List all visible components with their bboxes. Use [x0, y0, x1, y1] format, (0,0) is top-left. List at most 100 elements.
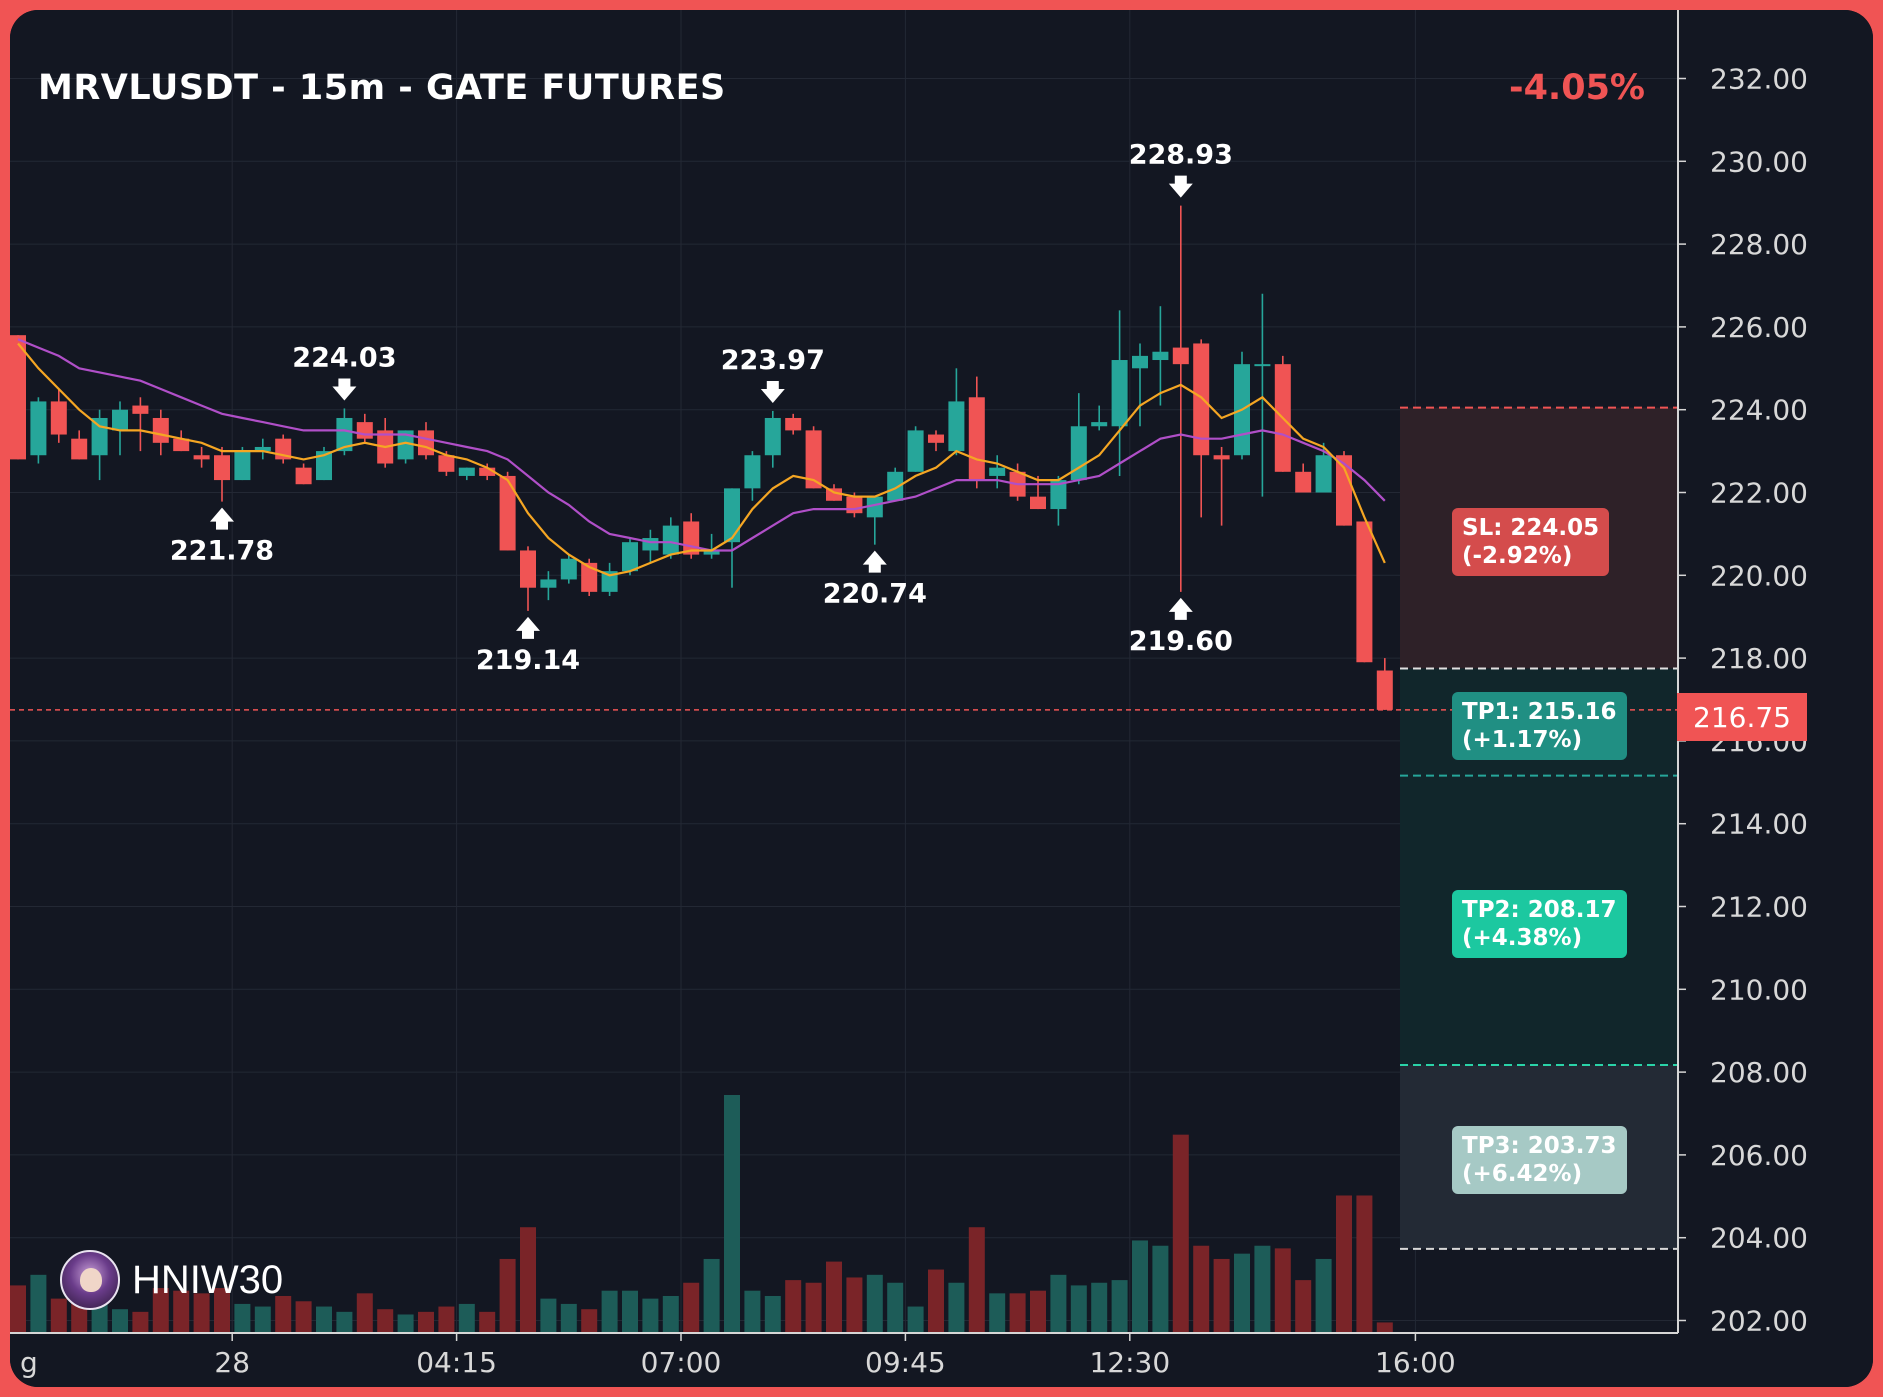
- x-tick-label: 28: [214, 1346, 250, 1379]
- volume-bar: [479, 1311, 496, 1333]
- candle-body: [295, 467, 312, 485]
- volume-bar: [805, 1282, 822, 1333]
- volume-bar: [418, 1311, 434, 1333]
- candle-body: [479, 467, 496, 476]
- candle-body: [662, 525, 679, 555]
- candle-body: [1132, 355, 1148, 369]
- candle-body: [601, 571, 618, 592]
- volume-bar: [1132, 1240, 1148, 1333]
- volume-bar: [1091, 1282, 1108, 1333]
- candle-body: [91, 417, 108, 456]
- high-label: 228.93: [1129, 140, 1233, 171]
- candle-body: [744, 455, 761, 489]
- take-profit-2-label: TP2: 208.17 (+4.38%): [1452, 890, 1627, 958]
- chart-frame: 224.03 221.78 223.97 219.14 220.74 228.93 219.…: [10, 10, 1873, 1387]
- candle-body: [234, 451, 251, 481]
- volume-bar: [1234, 1253, 1250, 1333]
- candle-body: [1091, 422, 1108, 427]
- y-tick-label: 206.00: [1710, 1139, 1808, 1172]
- x-tick-label: 09:45: [865, 1346, 946, 1379]
- volume-bar: [356, 1293, 373, 1333]
- chart-title: MRVLUSDT - 15m - GATE FUTURES: [38, 68, 726, 108]
- ema-fast-line: [17, 342, 1386, 577]
- volume-bar: [316, 1306, 332, 1333]
- candle-body: [1030, 496, 1046, 510]
- candle-body: [1376, 670, 1393, 710]
- candle-body: [397, 430, 414, 460]
- volume-bar: [336, 1311, 353, 1333]
- down-arrow-icon: [332, 378, 357, 401]
- candle-body: [214, 455, 230, 481]
- x-tick-label: 07:00: [641, 1346, 722, 1379]
- y-tick-label: 228.00: [1710, 228, 1808, 261]
- candle-body: [540, 579, 557, 588]
- watermark: HNIW30: [60, 1248, 283, 1312]
- candle-body: [132, 405, 149, 414]
- y-tick-label: 224.00: [1710, 394, 1808, 427]
- volume-bar: [989, 1293, 1006, 1333]
- volume-bar: [683, 1282, 700, 1333]
- volume-bar: [132, 1311, 149, 1333]
- y-tick-label: 220.00: [1710, 559, 1808, 592]
- volume-bar: [234, 1303, 251, 1333]
- candle-body: [1050, 480, 1067, 510]
- volume-bar: [397, 1314, 414, 1333]
- candle-body: [846, 496, 863, 514]
- take-profit-3-label: TP3: 203.73 (+6.42%): [1452, 1126, 1627, 1194]
- candle-body: [458, 467, 475, 476]
- candle-body: [581, 562, 598, 592]
- x-tick-label: 16:00: [1375, 1346, 1456, 1379]
- volume-bar: [744, 1290, 761, 1333]
- candle-body: [887, 471, 904, 501]
- volume-bar: [152, 1288, 169, 1333]
- volume-bar: [458, 1303, 475, 1333]
- candle-body: [1213, 455, 1230, 460]
- volume-bar: [1050, 1274, 1067, 1333]
- up-arrow-icon: [516, 616, 540, 639]
- volume-bar: [785, 1280, 802, 1333]
- low-label: 219.14: [476, 645, 580, 676]
- price-change: -4.05%: [1509, 68, 1645, 108]
- volume-bar: [1193, 1245, 1210, 1333]
- volume-bar: [1254, 1245, 1271, 1333]
- volume-bar: [581, 1309, 598, 1333]
- volume-bar: [540, 1298, 557, 1333]
- volume-bar: [724, 1095, 740, 1333]
- down-arrow-icon: [760, 380, 785, 403]
- candle-body: [520, 550, 536, 588]
- volume-bar: [520, 1227, 536, 1333]
- y-tick-label: 208.00: [1710, 1056, 1808, 1089]
- high-label: 223.97: [721, 345, 825, 376]
- candle-body: [336, 417, 353, 452]
- volume-bar: [622, 1290, 638, 1333]
- candle-body: [173, 438, 190, 452]
- volume-bar: [703, 1258, 720, 1333]
- candle-body: [1070, 426, 1087, 481]
- candle-body: [1356, 521, 1373, 663]
- volume-bar: [887, 1282, 904, 1333]
- volume-bar: [377, 1309, 394, 1333]
- candle-body: [560, 558, 577, 580]
- candle-body: [1295, 471, 1312, 493]
- volume-bar: [968, 1227, 985, 1333]
- candle-body: [50, 401, 67, 435]
- volume-bar: [907, 1306, 924, 1333]
- volume-bar: [1152, 1245, 1169, 1333]
- avatar-icon: [60, 1250, 120, 1310]
- volume-bar: [560, 1303, 577, 1333]
- volume-bar: [1315, 1258, 1332, 1333]
- candle-body: [1336, 455, 1352, 526]
- volume-bar: [10, 1285, 26, 1333]
- volume-bar: [866, 1274, 883, 1333]
- volume-bar: [642, 1298, 659, 1333]
- candle-body: [1254, 364, 1271, 367]
- y-tick-label: 204.00: [1710, 1222, 1808, 1255]
- volume-bar: [1274, 1248, 1291, 1333]
- low-label: 221.78: [170, 536, 274, 567]
- y-tick-label: 210.00: [1710, 973, 1808, 1006]
- candle-body: [1152, 351, 1169, 361]
- take-profit-1-label: TP1: 215.16 (+1.17%): [1452, 692, 1627, 760]
- candle-body: [254, 446, 271, 452]
- volume-bar: [928, 1269, 944, 1333]
- candle-body: [438, 455, 455, 472]
